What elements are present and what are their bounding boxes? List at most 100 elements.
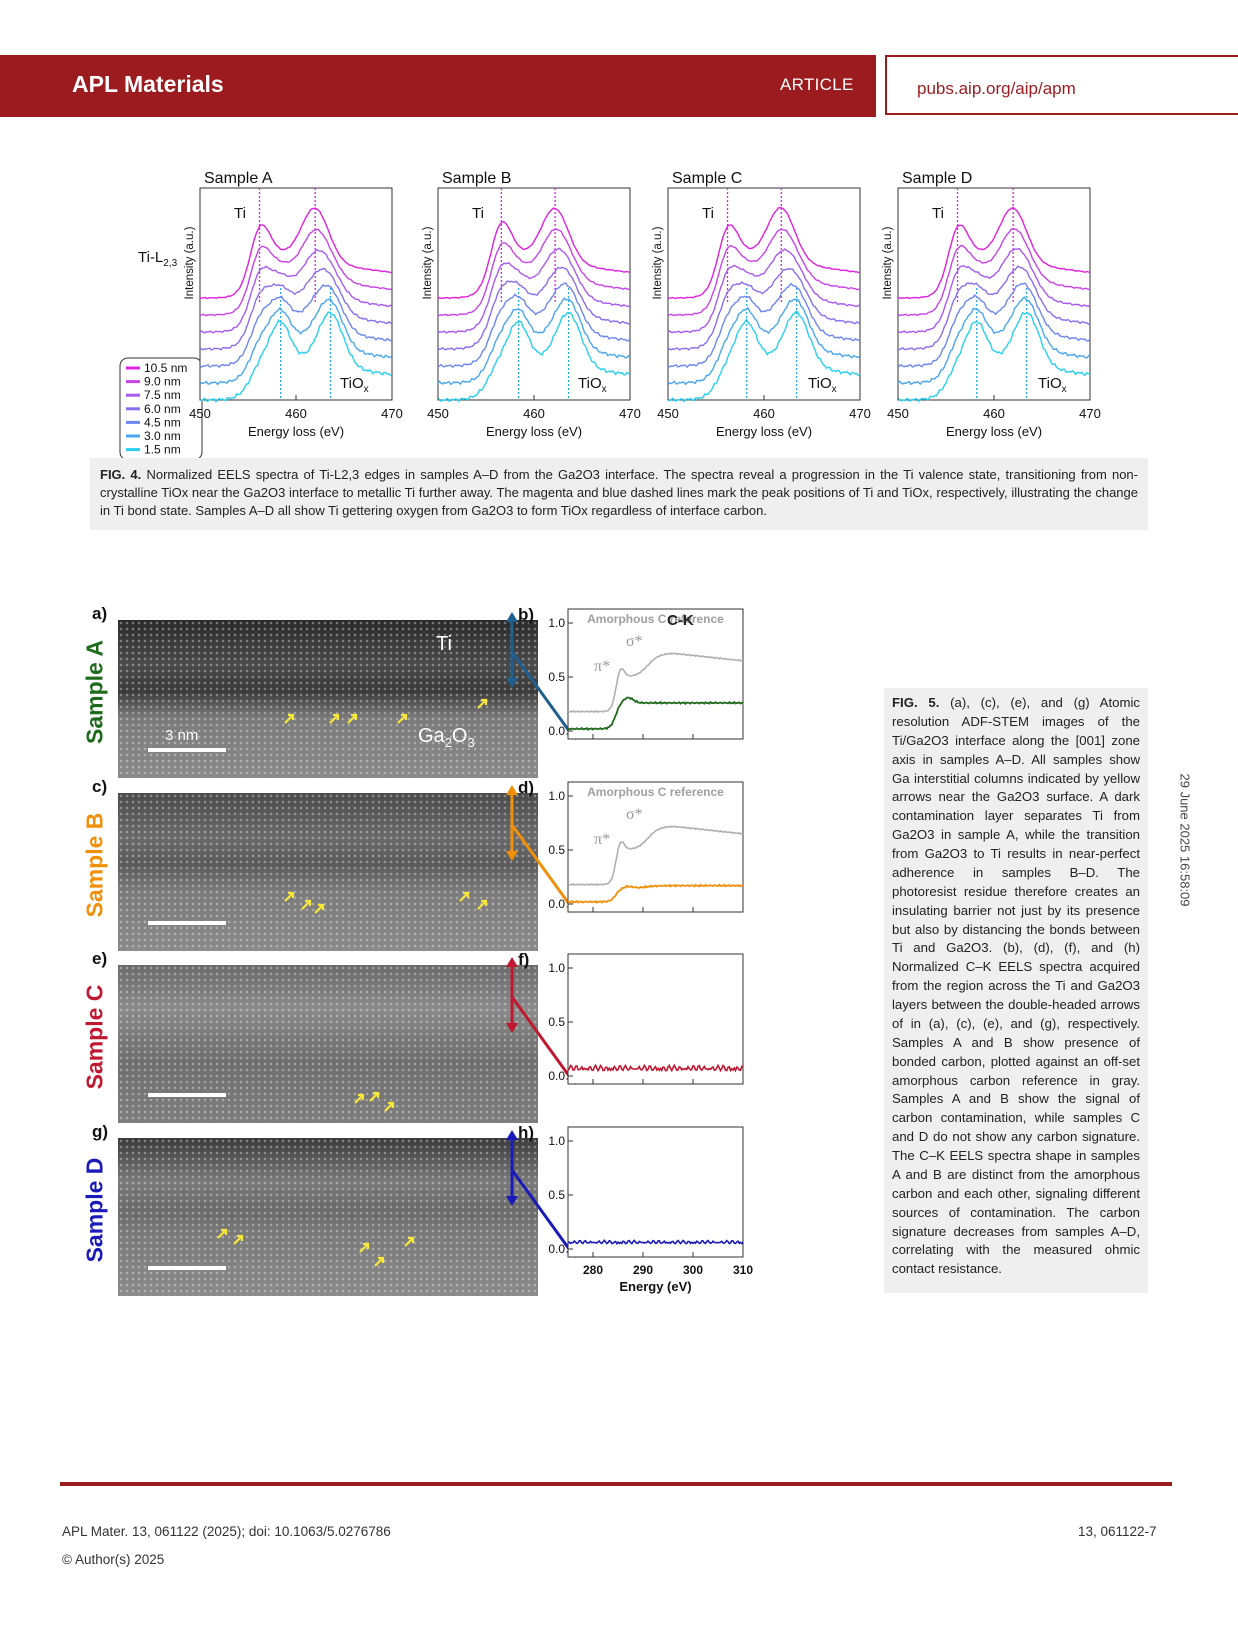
legend-label: 4.5 nm — [144, 415, 181, 429]
ga-interstitial-arrow-icon — [397, 713, 408, 724]
stem-image — [118, 793, 538, 951]
ck-plot-frame — [567, 781, 744, 913]
x-tick-label: 280 — [583, 1263, 603, 1277]
x-tick-label: 460 — [983, 406, 1005, 421]
ga-interstitial-arrow-icon — [233, 1234, 244, 1245]
article-type: ARTICLE — [780, 75, 854, 94]
fig4-spectrum-line — [199, 267, 393, 351]
legend-label: 6.0 nm — [144, 402, 181, 416]
y-tick-label: 0.0 — [548, 1069, 565, 1083]
fig4-spectrum-line — [437, 228, 631, 317]
ga-interstitial-arrow-icon — [477, 698, 488, 709]
stem-image — [118, 965, 538, 1123]
tiox-label: TiOx — [808, 375, 837, 395]
scale-bar — [148, 1266, 226, 1270]
fig4-spectrum-line — [199, 311, 393, 403]
ck-spectrum-panel: d) 0.0 0.5 1.0 Amorphous C reference π* σ* — [506, 778, 744, 913]
y-tick-label: 0.0 — [548, 897, 565, 911]
journal-url-link[interactable]: pubs.aip.org/aip/apm — [917, 79, 1076, 98]
ga2o3-layer-label: Ga2O3 — [418, 725, 475, 750]
ck-spectrum-panel: f) 0.0 0.5 1.0 — [506, 950, 744, 1085]
sample-ck-spectrum-line — [567, 696, 744, 731]
scale-bar — [148, 1093, 226, 1097]
pointer-arrow-icon — [510, 824, 574, 909]
legend-label: 1.5 nm — [144, 443, 181, 457]
fig4-spectrum-line — [897, 311, 1091, 403]
pointer-arrow-icon — [510, 1169, 574, 1254]
stem-image — [118, 1138, 538, 1296]
y-tick-label: 0.5 — [548, 1015, 565, 1029]
figure-4: Ti-L2,3 10.5 nm 9.0 nm 7.5 nm 6.0 nm 4.5 nm 3… — [119, 170, 1140, 461]
fig4-panel-title: Sample A — [204, 170, 273, 187]
panel-letter: b) — [518, 605, 534, 624]
y-axis-label: Intensity (a.u.) — [882, 226, 894, 299]
fig4-panel: Sample B Ti TiOx 450 460 470 Energy loss (eV) I… — [422, 170, 641, 439]
ga-interstitial-arrow-icon — [217, 1228, 228, 1239]
ga-interstitial-arrow-icon — [301, 899, 312, 910]
x-tick-label: 450 — [189, 406, 211, 421]
fig4-spectrum-line — [199, 297, 393, 386]
ga-interstitial-arrow-icon — [477, 899, 488, 910]
footer-copyright: © Author(s) 2025 — [62, 1552, 165, 1567]
legend-label: 3.0 nm — [144, 429, 181, 443]
journal-title: APL Materials — [72, 71, 224, 97]
panel-letter: c) — [92, 777, 108, 796]
y-tick-label: 1.0 — [548, 1134, 565, 1148]
legend-label: 10.5 nm — [144, 361, 187, 375]
y-tick-label: 1.0 — [548, 789, 565, 803]
fig4-plot-frame — [667, 187, 861, 401]
fig4-panel: Sample C Ti TiOx 450 460 470 Energy loss (eV) I… — [652, 170, 871, 439]
reference-label: Amorphous C reference — [587, 612, 724, 626]
y-axis-label: Intensity (a.u.) — [184, 226, 196, 299]
sample-label: Sample C — [81, 984, 108, 1090]
pointer-arrow-icon — [510, 996, 574, 1081]
journal-header: APL Materials ARTICLE — [0, 55, 876, 117]
ti-label: Ti — [932, 205, 944, 222]
fig4-caption-label: FIG. 4. — [100, 467, 142, 482]
fig4-plot-frame — [199, 187, 393, 401]
ga-interstitial-arrow-icon — [314, 903, 325, 914]
ga-interstitial-arrow-icon — [374, 1256, 385, 1267]
footer-citation: APL Mater. 13, 061122 (2025); doi: 10.10… — [62, 1524, 391, 1539]
ck-plot-frame — [567, 608, 744, 740]
pi-star-label: π* — [594, 831, 610, 848]
ga-interstitial-arrow-icon — [459, 891, 470, 902]
fig4-spectrum-line — [897, 282, 1091, 368]
fig4-spectrum-line — [667, 298, 861, 386]
fig4-spectrum-line — [667, 282, 861, 369]
fig4-spectrum-line — [199, 207, 393, 300]
ck-plot-frame — [567, 1126, 744, 1258]
x-tick-label: 450 — [657, 406, 679, 421]
x-tick-label: 450 — [887, 406, 909, 421]
ga-interstitial-arrow-icon — [359, 1242, 370, 1253]
fig4-spectrum-line — [897, 296, 1091, 386]
fig4-spectrum-line — [437, 311, 631, 403]
tiox-label: TiOx — [1038, 375, 1067, 395]
fig5-row: Sample A a) 3 nm Ti Ga2O3 b) 0.0 0.5 1.0 Amorphou… — [81, 604, 802, 787]
y-tick-label: 0.5 — [548, 843, 565, 857]
tiox-label: TiOx — [578, 375, 607, 395]
fig4-spectrum-line — [667, 310, 861, 403]
x-tick-label: 460 — [523, 406, 545, 421]
amorphous-c-reference-line — [567, 652, 744, 714]
fig4-panel: Sample A Ti TiOx 450 460 470 Energy loss (eV) I… — [184, 170, 403, 439]
y-tick-label: 0.0 — [548, 1242, 565, 1256]
fig4-caption: FIG. 4. Normalized EELS spectra of Ti-L2… — [90, 458, 1148, 530]
sample-label: Sample A — [81, 640, 108, 744]
ti-label: Ti — [234, 205, 246, 222]
x-tick-label: 460 — [753, 406, 775, 421]
ga-interstitial-arrow-icon — [284, 891, 295, 902]
fig4-legend: Ti-L2,3 10.5 nm9.0 nm7.5 nm6.0 nm4.5 nm3… — [119, 249, 203, 461]
sample-label: Sample D — [81, 1157, 108, 1263]
sample-ck-spectrum-line — [567, 1063, 744, 1073]
amorphous-c-reference-line — [567, 825, 744, 887]
y-tick-label: 0.5 — [548, 1188, 565, 1202]
ck-spectrum-panel: h) 0.0 0.5 1.0 280 290 300 310 Energy (eV) — [506, 1123, 753, 1294]
panel-letter: d) — [518, 778, 534, 797]
x-axis-label: Energy loss (eV) — [716, 424, 812, 439]
x-tick-label: 460 — [285, 406, 307, 421]
panel-letter: h) — [518, 1123, 534, 1142]
panel-letter: a) — [92, 604, 108, 623]
fig5-row: Sample C e) f) 0.0 0.5 1.0 — [81, 949, 802, 1132]
fig5-caption: FIG. 5. (a), (c), (e), and (g) Atomic re… — [884, 688, 1148, 1293]
